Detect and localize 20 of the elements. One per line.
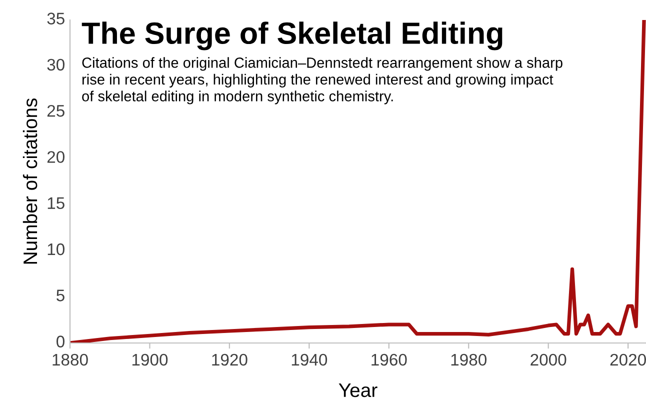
x-tick-label: 1880	[52, 354, 88, 366]
chart-title: The Surge of Skeletal Editing	[82, 22, 502, 50]
x-axis-title: Year	[338, 384, 378, 398]
y-tick-label: 25	[47, 104, 64, 117]
x-tick-label: 2020	[610, 354, 646, 366]
x-tick-label: 1920	[212, 354, 248, 366]
x-tick-label: 1980	[451, 354, 487, 366]
y-axis-title: Number of citations	[22, 98, 38, 264]
x-tick-label: 1900	[132, 354, 168, 366]
y-tick-label: 10	[48, 243, 64, 256]
y-tick-label: 35	[47, 12, 64, 24]
x-tick-label: 1940	[292, 354, 328, 366]
y-tick-label: 0	[56, 336, 64, 348]
y-tick-label: 30	[47, 58, 64, 71]
y-tick-label: 15	[48, 197, 64, 210]
x-tick-label: 2000	[530, 354, 566, 366]
y-tick-label: 5	[56, 290, 64, 302]
text: Citations of the original Ciamician–Dennstedt rearrangement show a sharp rise in recent years, highlighting the renewed interest and growing impact of skeletal editing in modern synthetic chemistry.	[82, 57, 562, 104]
x-tick-label: 1960	[372, 354, 407, 366]
y-tick-label: 20	[47, 151, 64, 163]
